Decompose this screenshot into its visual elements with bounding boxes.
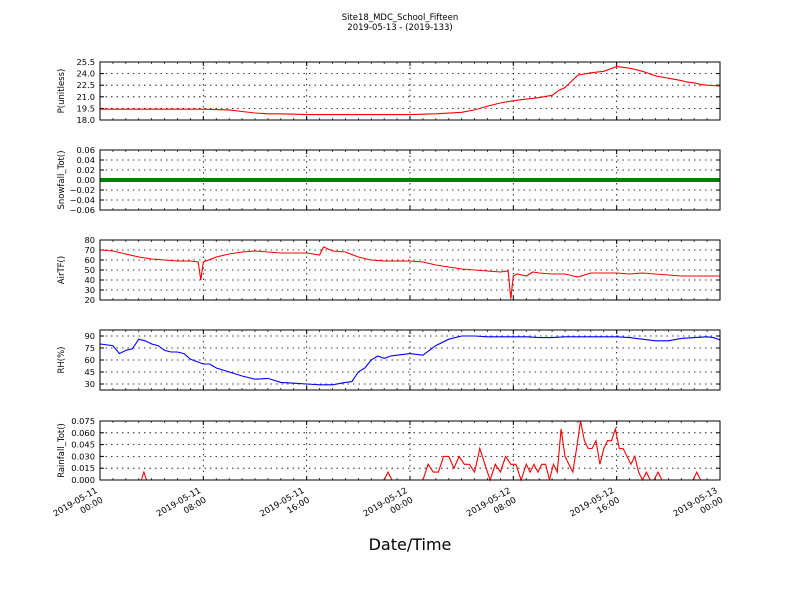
y-axis-label: P(unitless) — [57, 69, 67, 114]
y-tick-label: 30 — [84, 379, 95, 389]
series-line-p — [100, 66, 721, 116]
axes-frame — [99, 239, 721, 301]
x-tick-label: 2019-05-1216:00 — [568, 486, 621, 529]
x-tick-label: 2019-05-1208:00 — [465, 486, 518, 529]
x-tick-label: 2019-05-1116:00 — [258, 486, 311, 529]
y-axis-label: AirTF() — [57, 256, 67, 284]
y-tick-label: −0.04 — [70, 195, 95, 205]
y-tick-label: 21.0 — [77, 92, 95, 102]
x-tick-label: 2019-05-1200:00 — [362, 486, 415, 529]
y-tick-label: 75 — [84, 343, 95, 353]
y-tick-label: 45 — [84, 367, 95, 377]
y-tick-label: 60 — [84, 255, 95, 265]
y-tick-label: 24.0 — [77, 69, 95, 79]
y-tick-label: 40 — [84, 275, 95, 285]
y-tick-label: 20 — [84, 295, 95, 305]
y-axis-label: Rainfall_Tot() — [57, 423, 67, 478]
figure-subtitle: 2019-05-13 - (2019-133) — [347, 23, 452, 33]
y-tick-label: 0.04 — [77, 155, 95, 165]
figure-title: Site18_MDC_School_Fifteen — [342, 13, 459, 23]
subplot-p: 18.0 19.521.0 22.524.0 25.5 P(unitless) — [57, 57, 721, 125]
y-tick-label: 0.060 — [71, 428, 95, 438]
y-tick-label: 90 — [84, 331, 95, 341]
y-tick-label: −0.06 — [70, 205, 95, 215]
axes-frame — [99, 149, 721, 211]
x-tick-label: 2019-05-1108:00 — [155, 486, 208, 529]
y-tick-label: 22.5 — [77, 80, 95, 90]
axes-frame — [99, 61, 721, 121]
x-tick-label: 2019-05-1300:00 — [672, 486, 725, 529]
subplot-rh: 30 45 60 75 90 RH(%) — [57, 329, 721, 391]
y-tick-label: 30 — [84, 285, 95, 295]
y-tick-label: 0.075 — [71, 416, 95, 426]
y-tick-label: 0.02 — [77, 165, 95, 175]
series-line-rain — [100, 420, 720, 482]
x-tick-labels: 2019-05-1100:00 2019-05-1108:00 2019-05-11… — [52, 486, 725, 529]
x-tick-label: 2019-05-1100:00 — [52, 486, 105, 529]
y-tick-label: 0.06 — [77, 145, 95, 155]
axes-frame — [99, 420, 721, 481]
series-line-rh — [99, 335, 721, 386]
y-tick-label: 18.0 — [77, 115, 95, 125]
y-tick-label: 50 — [84, 265, 95, 275]
y-tick-label: 0.00 — [77, 175, 95, 185]
x-axis-label: Date/Time — [369, 535, 452, 554]
y-tick-label: 80 — [84, 235, 95, 245]
subplot-snow: −0.06−0.04−0.020.000.020.040.06 Snowfall_… — [57, 145, 721, 215]
y-axis-label: RH(%) — [57, 346, 67, 373]
y-tick-label: 0.030 — [71, 451, 95, 461]
subplots: 18.0 19.521.0 22.524.0 25.5 P(unitless) −0.06… — [57, 57, 721, 485]
axes-frame — [99, 329, 721, 391]
y-tick-label: 0.015 — [71, 463, 95, 473]
y-tick-label: 70 — [84, 245, 95, 255]
y-tick-label: 25.5 — [77, 57, 95, 67]
series-line-airt — [99, 246, 720, 300]
y-tick-label: −0.02 — [70, 185, 95, 195]
y-tick-label: 19.5 — [77, 103, 95, 113]
y-tick-label: 0.000 — [71, 475, 95, 485]
y-axis-label: Snowfall_Tot() — [57, 150, 67, 209]
y-tick-label: 0.045 — [71, 440, 95, 450]
y-tick-label: 60 — [84, 355, 95, 365]
